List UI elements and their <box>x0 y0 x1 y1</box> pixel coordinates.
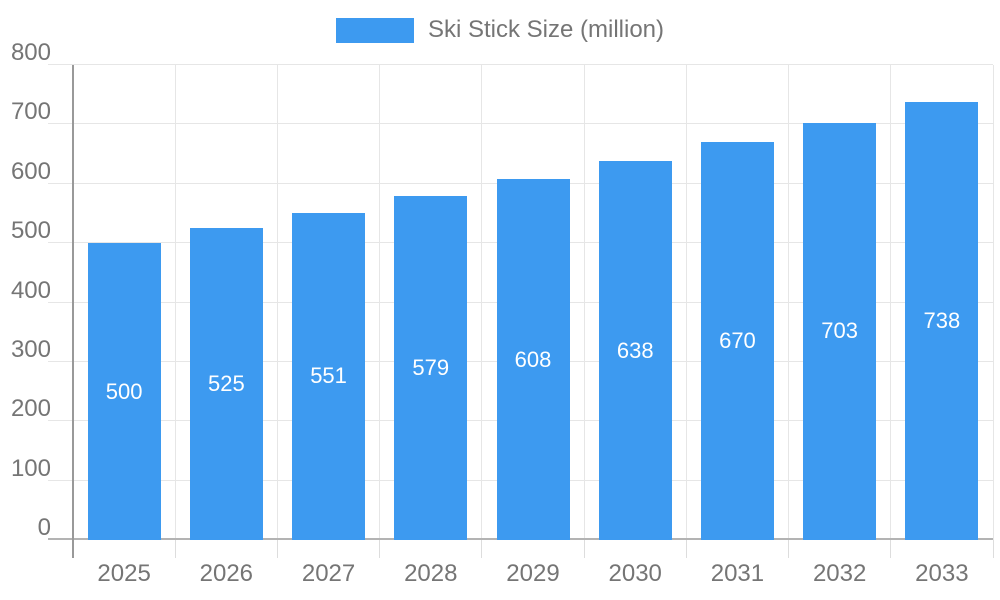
x-gridline <box>174 65 176 540</box>
bar-value-label: 703 <box>821 318 859 344</box>
x-gridline <box>379 65 381 540</box>
legend-item[interactable]: Ski Stick Size (million) <box>335 16 665 44</box>
y-axis-label: 400 <box>10 276 51 304</box>
y-axis-line <box>72 65 74 558</box>
y-gridline <box>73 123 993 125</box>
bar-value-label: 608 <box>514 346 552 372</box>
bar-value-label: 638 <box>616 337 654 363</box>
y-axis-label: 0 <box>37 514 51 541</box>
x-axis-label: 2028 <box>404 560 458 587</box>
bar[interactable]: 525 <box>189 228 263 540</box>
x-gridline <box>788 65 790 540</box>
x-axis-tick <box>685 540 687 558</box>
x-axis-label: 2025 <box>97 560 151 587</box>
bar[interactable]: 738 <box>905 101 979 540</box>
bar[interactable]: 579 <box>394 196 468 540</box>
x-axis-tick <box>583 540 585 558</box>
y-axis-tick <box>48 301 73 303</box>
bar-value-label: 500 <box>105 378 143 404</box>
y-axis-label: 600 <box>10 157 51 185</box>
bar-value-label: 525 <box>207 371 245 397</box>
plot-area: 0 100 200 300 400 500 600 700 800 500 2025 525 2026 5… <box>11 41 994 587</box>
x-axis-label: 2026 <box>199 560 254 587</box>
bar-value-label: 579 <box>412 355 450 381</box>
x-gridline <box>481 65 483 540</box>
legend-label: Ski Stick Size (million) <box>427 16 665 43</box>
legend: Ski Stick Size (million) <box>0 16 1000 44</box>
x-axis-tick <box>379 540 381 558</box>
bar[interactable]: 551 <box>292 212 366 540</box>
y-axis-label: 200 <box>10 395 51 423</box>
y-axis-label: 300 <box>10 335 51 363</box>
y-axis-tick <box>48 360 73 362</box>
bar[interactable]: 608 <box>496 179 570 540</box>
bar-value-label: 670 <box>719 328 756 354</box>
x-gridline <box>992 65 994 540</box>
y-axis-tick <box>48 479 73 481</box>
y-axis-label: 700 <box>10 98 51 126</box>
bar[interactable]: 670 <box>700 142 774 540</box>
x-axis-tick <box>788 540 790 558</box>
x-axis-tick <box>890 540 892 558</box>
x-axis-label: 2030 <box>608 560 662 587</box>
y-axis-tick <box>48 64 73 65</box>
y-axis-label: 500 <box>10 217 51 245</box>
x-axis-tick <box>276 540 278 558</box>
legend-swatch-icon <box>335 17 414 43</box>
x-axis-label: 2027 <box>301 560 356 587</box>
x-axis-label: 2029 <box>506 560 560 587</box>
y-axis-tick <box>48 182 73 184</box>
x-axis-label: 2032 <box>812 560 867 587</box>
y-axis-label: 100 <box>10 454 51 482</box>
x-gridline <box>685 65 687 540</box>
bar-value-label: 551 <box>310 363 347 389</box>
bar[interactable]: 500 <box>87 243 161 540</box>
x-gridline <box>583 65 585 540</box>
y-axis-tick <box>48 420 73 422</box>
bar-value-label: 738 <box>923 307 961 333</box>
bar[interactable]: 703 <box>803 122 877 540</box>
y-gridline <box>73 64 993 65</box>
y-axis-label: 800 <box>10 39 51 66</box>
x-axis-label: 2031 <box>710 560 765 587</box>
x-axis-tick <box>992 540 994 558</box>
y-axis-tick <box>48 123 73 125</box>
x-gridline <box>276 65 278 540</box>
x-gridline <box>890 65 892 540</box>
bar[interactable]: 638 <box>598 161 672 540</box>
x-axis-label: 2033 <box>915 560 969 587</box>
y-axis-tick <box>48 242 73 244</box>
x-axis-tick <box>174 540 176 558</box>
x-axis-tick <box>481 540 483 558</box>
